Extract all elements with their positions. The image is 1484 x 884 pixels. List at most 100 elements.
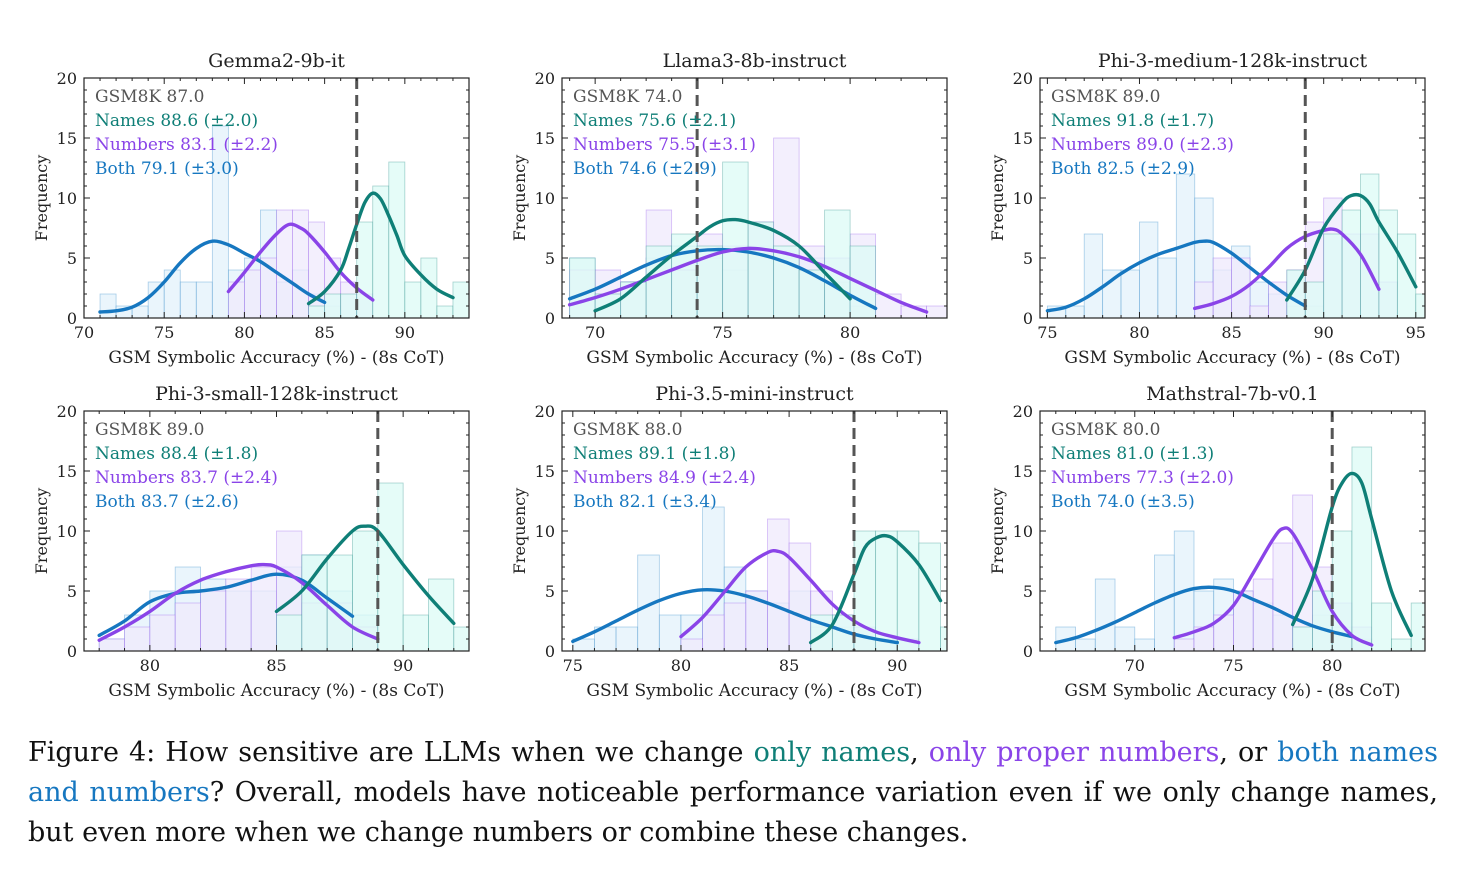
x-tick-label: 75 (154, 323, 174, 342)
kde-line-names (306, 191, 455, 306)
chart-panel-4: 80 85 90 0 5 10 15 20 Phi-3-small-128k-instruct G… (32, 383, 470, 701)
legend-both: Both 82.5 (±2.9) (1051, 159, 1195, 179)
histogram-bar-names (340, 293, 358, 318)
histogram-bar-numbers (1249, 305, 1269, 318)
y-axis-label: Frequency (32, 155, 51, 242)
legend-numbers: Numbers 84.9 (±2.4) (573, 468, 756, 488)
chart-title: Llama3-8b-instruct (663, 50, 847, 72)
legend-numbers: Numbers 83.1 (±2.2) (95, 135, 278, 155)
kde-line-numbers (1172, 526, 1374, 647)
legend-numbers: Numbers 83.7 (±2.4) (95, 468, 278, 488)
caption-highlight-both: both names and numbers (28, 737, 1438, 808)
kde-line-names (1291, 471, 1413, 638)
x-tick-label: 85 (266, 656, 286, 675)
histogram-bar-names (1371, 602, 1392, 651)
kde-line-names (274, 524, 456, 626)
histogram-bar-names (569, 257, 596, 318)
y-tick-label: 0 (1023, 309, 1033, 328)
y-tick-label: 5 (1023, 582, 1033, 601)
figure-grid: 70 75 80 85 90 0 5 10 15 20 Gemma2-9b-it GSM Symbol… (32, 50, 1426, 701)
histogram-bar-names (452, 281, 469, 318)
histogram-bar-names (747, 221, 775, 318)
kde-line-numbers (1193, 227, 1381, 311)
histogram-bar-numbers (1194, 281, 1214, 318)
histogram-bar-names (896, 530, 920, 651)
x-tick-label: 75 (1223, 656, 1243, 675)
histogram-bar-both (658, 614, 682, 651)
histogram-bar-numbers (225, 578, 252, 651)
legend-gsm8k: GSM8K 89.0 (95, 420, 204, 440)
x-tick-label: 80 (234, 323, 254, 342)
histogram-bar-names (1292, 626, 1313, 651)
histogram-bar-numbers (1231, 257, 1251, 318)
y-tick-label: 15 (535, 129, 555, 148)
chart-panel-6: 70 75 80 0 5 10 15 20 Mathstral-7b-v0.1 GSM Symbo… (988, 383, 1426, 701)
histogram-bar-names (436, 305, 454, 318)
x-axis-label: GSM Symbolic Accuracy (%) - (8s CoT) (586, 681, 922, 701)
kde-line-numbers (226, 222, 375, 302)
kde-line-numbers (679, 549, 921, 645)
legend-gsm8k: GSM8K 88.0 (573, 420, 682, 440)
plot-area (98, 78, 469, 318)
legend-numbers: Numbers 77.3 (±2.0) (1051, 468, 1234, 488)
x-tick-label: 75 (563, 656, 583, 675)
chart-panel-2: 70 75 80 0 5 10 15 20 Llama3-8b-instruct GSM Symb… (510, 50, 948, 368)
x-tick-label: 85 (779, 656, 799, 675)
kde-line-both (1054, 585, 1354, 645)
y-tick-label: 0 (545, 642, 555, 661)
chart-panel-3: 75 80 85 90 95 0 5 10 15 20 Phi-3-medium-128k-inst… (988, 50, 1426, 368)
histogram-bar-both (1120, 269, 1140, 318)
plot-area (1054, 411, 1425, 651)
histogram-bar-both (615, 626, 639, 651)
histogram-bar-numbers (767, 518, 790, 651)
histogram-bar-names (1341, 209, 1361, 318)
chart-title: Gemma2-9b-it (208, 50, 345, 72)
histogram-bar-numbers (149, 614, 176, 651)
x-tick-label: 80 (1129, 323, 1149, 342)
y-tick-label: 10 (1013, 522, 1033, 541)
histogram-bar-numbers (98, 638, 125, 651)
legend-names: Names 88.6 (±2.0) (95, 111, 258, 131)
histogram-bar-numbers (250, 566, 277, 651)
x-tick-label: 75 (1037, 323, 1057, 342)
y-tick-label: 5 (545, 249, 555, 268)
x-axis-label: GSM Symbolic Accuracy (%) - (8s CoT) (108, 348, 444, 368)
kde-line-numbers (97, 562, 380, 642)
y-tick-label: 0 (1023, 642, 1033, 661)
histogram-bar-names (428, 578, 455, 651)
x-tick-label: 90 (393, 656, 413, 675)
x-axis-label: GSM Symbolic Accuracy (%) - (8s CoT) (108, 681, 444, 701)
y-tick-label: 20 (57, 69, 77, 88)
histogram-bar-numbers (200, 590, 227, 651)
legend-gsm8k: GSM8K 80.0 (1051, 420, 1160, 440)
histogram-bar-names (276, 614, 303, 651)
x-axis-label: GSM Symbolic Accuracy (%) - (8s CoT) (1064, 348, 1400, 368)
kde-line-numbers (567, 246, 929, 314)
histogram-bar-names (402, 614, 429, 651)
histogram-bar-numbers (1173, 638, 1195, 651)
histogram-bar-names (1391, 638, 1412, 651)
x-tick-label: 80 (840, 323, 860, 342)
histogram-bar-numbers (926, 305, 947, 318)
legend-numbers: Numbers 89.0 (±2.3) (1051, 135, 1234, 155)
chart-title: Mathstral-7b-v0.1 (1146, 383, 1319, 405)
x-tick-label: 80 (1322, 656, 1342, 675)
histogram-bar-names (1304, 281, 1325, 318)
legend-both: Both 82.1 (±3.4) (573, 492, 717, 512)
histogram-bar-both (211, 125, 229, 318)
histogram-bar-names (324, 293, 342, 318)
chart-panel-1: 70 75 80 85 90 0 5 10 15 20 Gemma2-9b-it GSM Symbol… (32, 50, 470, 368)
histogram-bar-both (147, 281, 165, 318)
histogram-bar-both (637, 554, 660, 651)
y-tick-label: 10 (57, 189, 77, 208)
histogram-bar-names (1396, 233, 1417, 318)
histogram-bar-both (1134, 638, 1155, 651)
histogram-bar-both (1075, 638, 1096, 651)
chart-title: Phi-3-small-128k-instruct (155, 383, 398, 405)
legend-both: Both 83.7 (±2.6) (95, 492, 239, 512)
histogram-bar-names (1323, 233, 1343, 318)
legend-both: Both 79.1 (±3.0) (95, 159, 239, 179)
histogram-bar-names (722, 161, 749, 318)
histogram-bar-both (195, 281, 213, 318)
histogram-bar-both (179, 281, 197, 318)
